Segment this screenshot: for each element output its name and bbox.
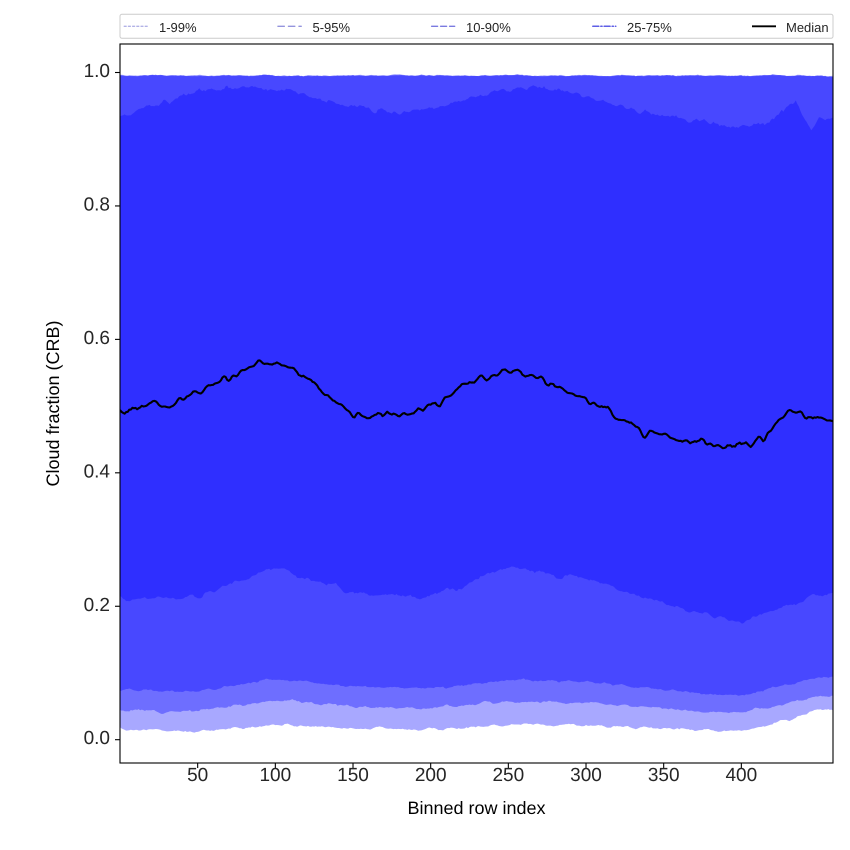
svg-text:25-75%: 25-75% (627, 20, 672, 35)
svg-text:50: 50 (187, 765, 208, 786)
svg-text:0.8: 0.8 (84, 194, 110, 215)
svg-text:0.6: 0.6 (84, 328, 110, 349)
svg-text:Median: Median (786, 20, 829, 35)
svg-text:250: 250 (492, 765, 524, 786)
svg-text:Cloud fraction (CRB): Cloud fraction (CRB) (43, 320, 63, 486)
svg-text:0.0: 0.0 (84, 728, 110, 749)
svg-text:5-95%: 5-95% (313, 20, 351, 35)
svg-text:100: 100 (259, 765, 291, 786)
svg-text:400: 400 (725, 765, 757, 786)
svg-text:200: 200 (415, 765, 447, 786)
svg-text:0.4: 0.4 (84, 461, 111, 482)
svg-text:1.0: 1.0 (84, 61, 110, 82)
svg-text:10-90%: 10-90% (466, 20, 511, 35)
svg-text:0.2: 0.2 (84, 595, 110, 616)
svg-text:350: 350 (648, 765, 680, 786)
svg-text:150: 150 (337, 765, 369, 786)
svg-text:Binned row index: Binned row index (407, 798, 545, 818)
svg-text:300: 300 (570, 765, 602, 786)
svg-text:1-99%: 1-99% (159, 20, 197, 35)
